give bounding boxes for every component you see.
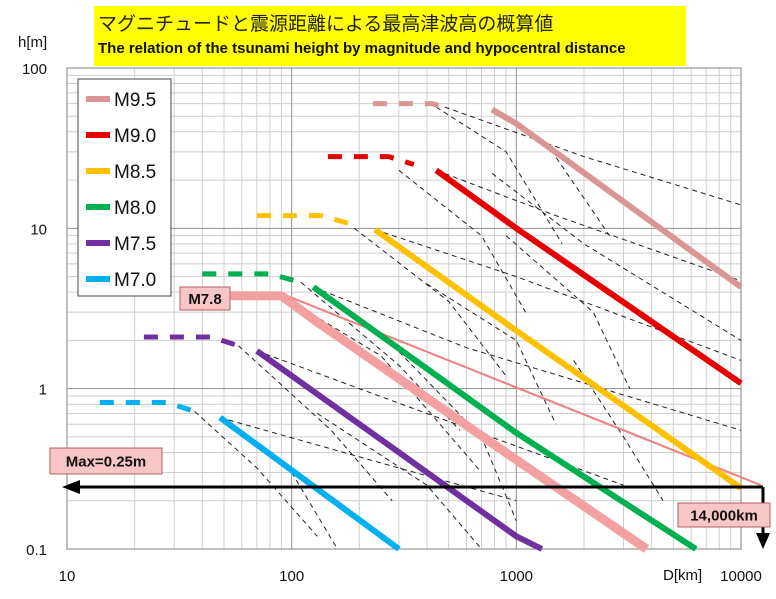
y-tick-label: 10 bbox=[30, 221, 47, 238]
series-m85-solid bbox=[373, 227, 743, 491]
legend-label: M9.0 bbox=[114, 126, 156, 147]
distance-arrow-head bbox=[756, 533, 770, 549]
series-m75-dashed bbox=[143, 334, 240, 349]
legend-label: M8.0 bbox=[114, 198, 156, 219]
x-axis-label: D[km] bbox=[663, 567, 702, 584]
series-m70-dashed bbox=[99, 400, 196, 414]
series-m78-line bbox=[183, 291, 650, 553]
legend-label: M7.5 bbox=[114, 234, 156, 255]
distance-label: 14,000km bbox=[690, 507, 758, 524]
series-m95-solid bbox=[490, 107, 743, 290]
reference-curve bbox=[256, 350, 624, 486]
title-box bbox=[94, 6, 686, 66]
reference-curve bbox=[300, 282, 461, 431]
reference-curve bbox=[398, 169, 527, 313]
y-tick-label: 0.1 bbox=[26, 542, 47, 559]
chart-title: マグニチュードと震源距離による最高津波高の概算値 bbox=[98, 13, 554, 35]
reference-curve bbox=[317, 413, 482, 550]
x-tick-label: 10 bbox=[59, 568, 76, 585]
y-tick-label: 100 bbox=[22, 61, 47, 78]
reference-curve bbox=[436, 169, 742, 282]
series-m90-solid bbox=[434, 167, 743, 386]
series-m95-dashed bbox=[372, 101, 446, 110]
series-m90-dashed bbox=[327, 154, 415, 167]
reference-curve bbox=[313, 286, 742, 431]
series-m80-solid bbox=[311, 284, 698, 552]
x-tick-label: 10000 bbox=[720, 568, 762, 585]
series-m85-dashed bbox=[256, 213, 355, 228]
series-m75-solid bbox=[255, 348, 544, 552]
m78-label: M7.8 bbox=[188, 291, 221, 308]
reference-curve bbox=[491, 173, 742, 341]
series-m70-solid bbox=[218, 415, 401, 552]
series-m80-dashed bbox=[202, 271, 302, 285]
legend-label: M7.0 bbox=[114, 270, 156, 291]
distance-label-box bbox=[677, 502, 771, 528]
plot-border bbox=[66, 67, 742, 550]
x-tick-label: 1000 bbox=[500, 568, 533, 585]
max-height-label-box bbox=[49, 447, 163, 475]
chart-subtitle: The relation of the tsunami height by ma… bbox=[98, 40, 626, 57]
x-tick-label: 100 bbox=[279, 568, 304, 585]
y-axis-label: h[m] bbox=[18, 34, 47, 51]
legend-label: M9.5 bbox=[114, 90, 156, 111]
reference-curve bbox=[444, 106, 742, 206]
y-tick-label: 1 bbox=[39, 382, 47, 399]
m78-label-box bbox=[179, 286, 231, 311]
max-arrow-head bbox=[62, 480, 80, 494]
reference-curve bbox=[505, 235, 631, 389]
reference-curve bbox=[194, 411, 318, 537]
max-height-label: Max=0.25m bbox=[66, 453, 146, 470]
legend-label: M8.5 bbox=[114, 162, 156, 183]
legend: M9.5 M9.0 M8.5 M8.0 M7.5 M7.0 bbox=[77, 78, 172, 297]
reference-curve bbox=[353, 227, 507, 377]
legend-box bbox=[77, 78, 172, 297]
